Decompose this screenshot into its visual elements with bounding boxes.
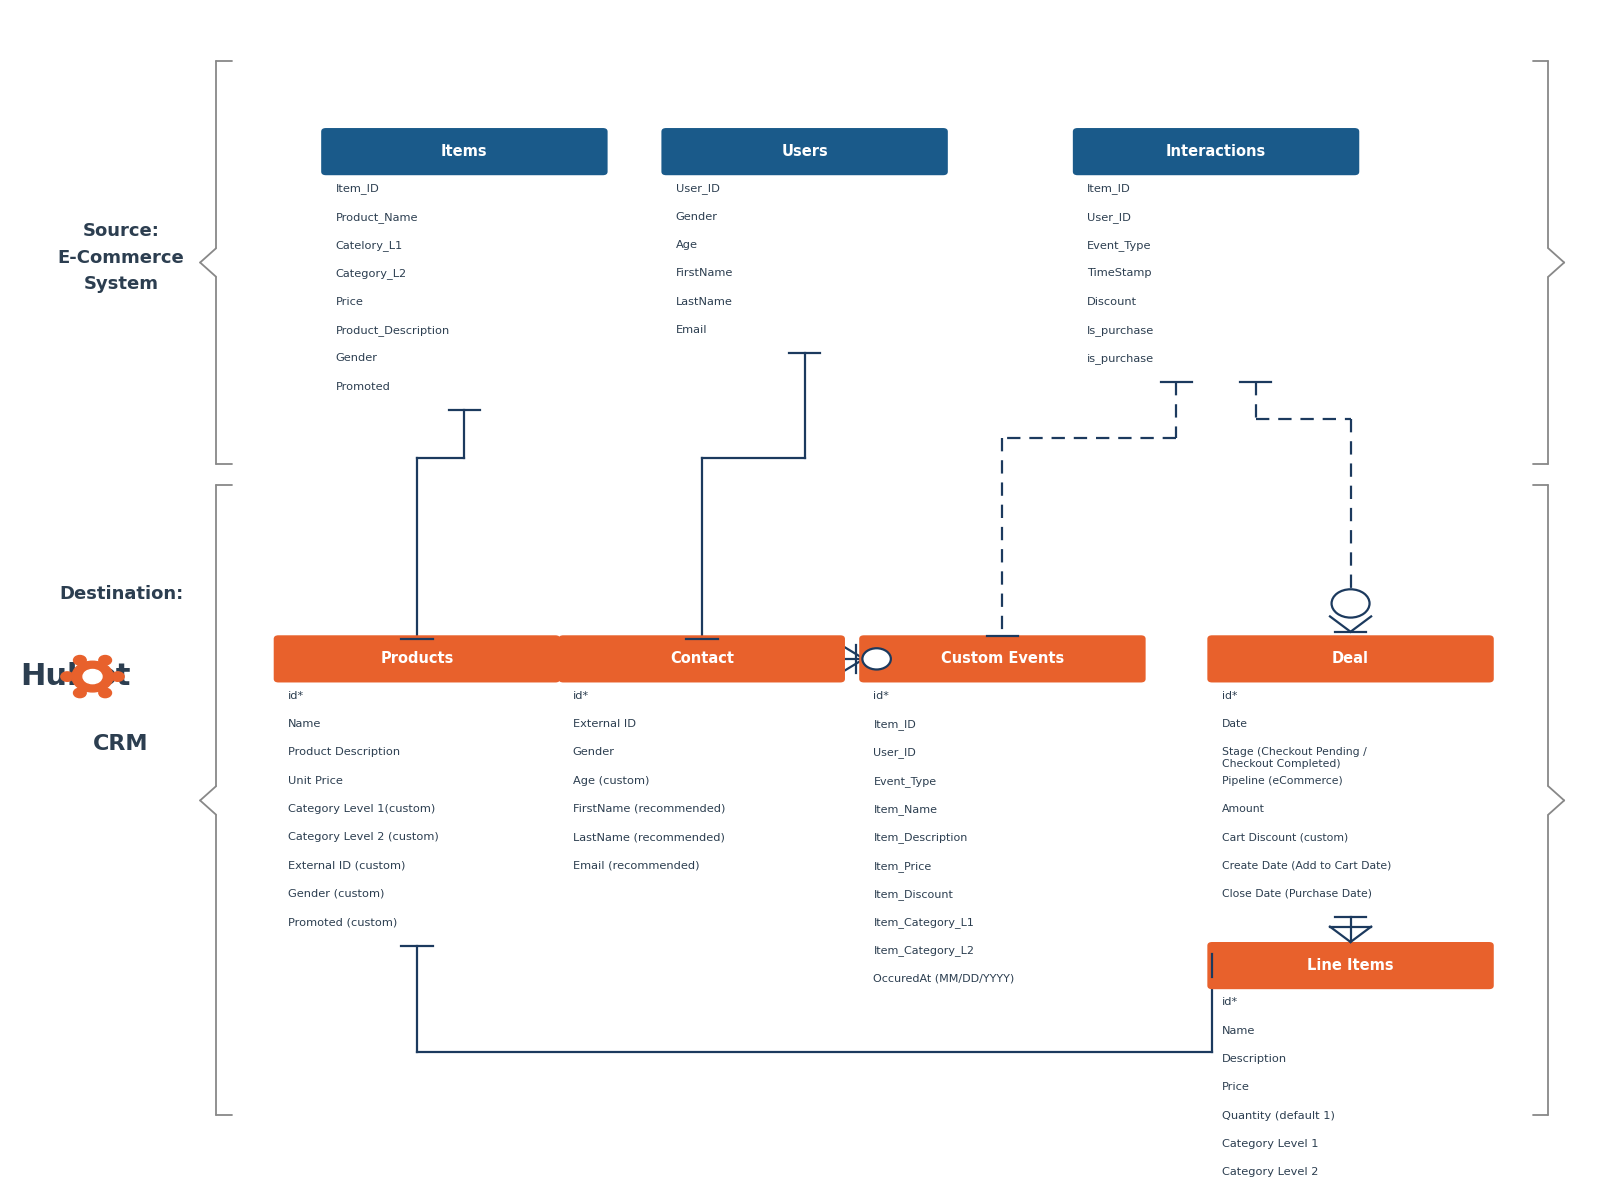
Text: Name: Name [288,719,322,729]
FancyBboxPatch shape [661,128,947,175]
Text: Promoted (custom): Promoted (custom) [288,917,397,927]
Text: is_purchase: is_purchase [1086,353,1154,365]
Text: Category Level 2 (custom): Category Level 2 (custom) [288,833,438,842]
Text: Gender: Gender [573,747,614,758]
Circle shape [99,656,112,665]
Text: id*: id* [874,690,890,701]
Text: Unit Price: Unit Price [288,776,342,785]
Text: CRM: CRM [93,734,149,754]
Text: Item_ID: Item_ID [874,719,917,729]
Circle shape [99,688,112,697]
Text: Close Date (Purchase Date): Close Date (Purchase Date) [1221,889,1371,899]
Text: Line Items: Line Items [1307,958,1394,973]
Circle shape [61,672,74,681]
Text: id*: id* [1221,690,1237,701]
Text: Item_Description: Item_Description [874,833,968,843]
Text: Category Level 2: Category Level 2 [1221,1168,1318,1177]
Text: Stage (Checkout Pending /
Checkout Completed): Stage (Checkout Pending / Checkout Compl… [1221,747,1366,769]
Text: Price: Price [336,297,363,307]
Text: Is_purchase: Is_purchase [1086,326,1154,336]
Text: Cart Discount (custom): Cart Discount (custom) [1221,833,1347,842]
Text: Product_Description: Product_Description [336,326,450,336]
Text: Products: Products [381,651,454,666]
Text: LastName: LastName [675,297,733,307]
Text: Item_ID: Item_ID [336,183,379,195]
Text: Item_Discount: Item_Discount [874,889,954,899]
Text: Create Date (Add to Cart Date): Create Date (Add to Cart Date) [1221,860,1390,871]
Text: Gender: Gender [675,211,718,222]
FancyBboxPatch shape [1208,942,1494,990]
Text: Item_ID: Item_ID [1086,183,1131,195]
Text: Event_Type: Event_Type [1086,240,1152,251]
FancyBboxPatch shape [1208,636,1494,682]
Circle shape [862,649,891,670]
Text: Category_L2: Category_L2 [336,268,406,279]
Text: Email: Email [675,326,707,335]
Text: TimeStamp: TimeStamp [1086,268,1152,278]
Circle shape [112,672,125,681]
Text: Price: Price [1221,1082,1250,1093]
FancyBboxPatch shape [1074,128,1360,175]
Circle shape [74,688,86,697]
FancyBboxPatch shape [322,128,608,175]
FancyBboxPatch shape [274,636,560,682]
Text: Description: Description [1221,1054,1286,1064]
Text: Pipeline (eCommerce): Pipeline (eCommerce) [1221,776,1342,785]
Text: Category Level 1: Category Level 1 [1221,1139,1318,1149]
Text: Event_Type: Event_Type [874,776,936,786]
Text: Item_Price: Item_Price [874,860,931,872]
Text: OccuredAt (MM/DD/YYYY): OccuredAt (MM/DD/YYYY) [874,974,1014,984]
Text: Name: Name [1221,1025,1254,1036]
Circle shape [83,670,102,683]
Text: Amount: Amount [1221,804,1264,814]
Text: LastName (recommended): LastName (recommended) [573,833,725,842]
Text: User_ID: User_ID [1086,211,1131,222]
Text: User_ID: User_ID [874,747,917,758]
Text: Deal: Deal [1333,651,1370,666]
Text: id*: id* [573,690,589,701]
Text: Age: Age [675,240,698,251]
Text: Gender: Gender [336,353,378,364]
Text: ot: ot [96,662,131,691]
Text: Quantity (default 1): Quantity (default 1) [1221,1111,1334,1120]
Text: Source:
E-Commerce
System: Source: E-Commerce System [58,222,184,293]
Text: Category Level 1(custom): Category Level 1(custom) [288,804,435,814]
Text: Destination:: Destination: [59,584,182,604]
Text: id*: id* [288,690,304,701]
Text: Item_Name: Item_Name [874,804,938,815]
Text: id*: id* [1221,998,1238,1007]
Text: Items: Items [442,144,488,159]
Text: Item_Category_L2: Item_Category_L2 [874,946,974,956]
Circle shape [1331,589,1370,618]
FancyBboxPatch shape [558,636,845,682]
Text: Gender (custom): Gender (custom) [288,889,384,899]
Circle shape [72,662,114,691]
Text: FirstName (recommended): FirstName (recommended) [573,804,725,814]
Text: External ID: External ID [573,719,635,729]
Text: User_ID: User_ID [675,183,720,195]
Text: Users: Users [781,144,827,159]
FancyBboxPatch shape [859,636,1146,682]
Text: Discount: Discount [1086,297,1138,307]
Text: Date: Date [1221,719,1248,729]
Text: Contact: Contact [670,651,734,666]
Text: Interactions: Interactions [1166,144,1266,159]
Text: Custom Events: Custom Events [941,651,1064,666]
Text: Email (recommended): Email (recommended) [573,860,699,871]
Circle shape [74,656,86,665]
Text: External ID (custom): External ID (custom) [288,860,405,871]
Text: Hub: Hub [21,662,90,691]
Text: Age (custom): Age (custom) [573,776,650,785]
Text: Promoted: Promoted [336,381,390,392]
Text: Product_Name: Product_Name [336,211,418,222]
Text: Product Description: Product Description [288,747,400,758]
Text: Catelory_L1: Catelory_L1 [336,240,403,251]
Text: FirstName: FirstName [675,268,733,278]
Text: Item_Category_L1: Item_Category_L1 [874,917,974,928]
